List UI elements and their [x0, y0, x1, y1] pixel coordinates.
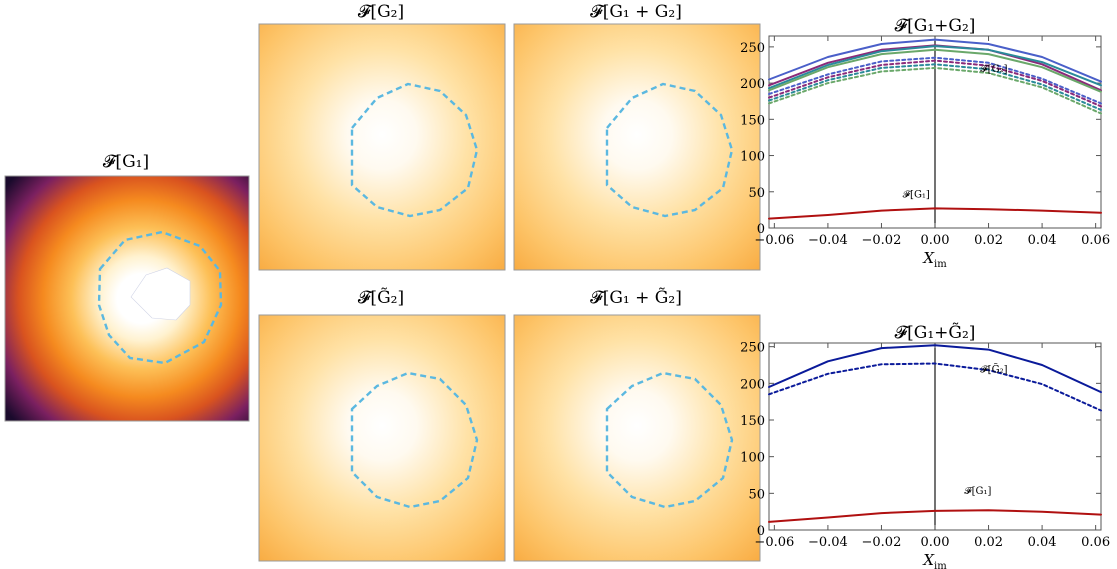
line-chart-top: 𝓕[G₁+G₂] 0 50 100 150 200 250 −0.06 −0.04 −0.02 0.…: [740, 16, 1110, 270]
panel-title-g1g2-tilde: 𝓕[G₁ + G̃₂]: [590, 288, 682, 308]
panel-g1g2-tilde: 𝓕[G₁ + G̃₂]: [513, 288, 761, 562]
x-tick-label: −0.06: [754, 233, 794, 248]
x-tick-label: 0.06: [1081, 535, 1110, 550]
heatmap-g2: [259, 24, 505, 270]
y-tick-label: 0: [757, 222, 765, 237]
panel-title-g1g2: 𝓕[G₁ + G₂]: [590, 2, 682, 22]
frame-g2-tilde: [258, 314, 506, 562]
x-tick-label: 0.06: [1081, 233, 1110, 248]
x-tick-label: −0.04: [808, 233, 848, 248]
x-axis-label: Xim: [922, 249, 947, 270]
series-line: [768, 56, 1102, 105]
y-tick-label: 100: [740, 150, 765, 165]
y-tick-label: 100: [740, 451, 765, 466]
x-tick-label: 0.00: [921, 233, 950, 248]
x-tick-label: 0.04: [1028, 233, 1057, 248]
chart-title: 𝓕[G₁+G₂]: [895, 16, 976, 36]
y-tick-label: 150: [740, 113, 765, 128]
x-tick-label: −0.02: [862, 233, 902, 248]
panel-g2: 𝓕[G₂]: [258, 2, 506, 271]
y-tick-label: 200: [740, 77, 765, 92]
annotation-label: 𝓕[G₁]: [903, 190, 930, 201]
x-tick-label: 0.04: [1028, 535, 1057, 550]
panel-title-g1: 𝓕[G₁]: [103, 152, 149, 172]
frame-g1g2: [513, 23, 761, 271]
series-line: [768, 63, 1102, 111]
x-tick-label: 0.02: [974, 535, 1003, 550]
series-line: [768, 207, 1102, 220]
chart-title: 𝓕[G₁+G̃₂]: [895, 323, 976, 343]
y-tick-label: 0: [757, 524, 765, 539]
frame-g2: [258, 23, 506, 271]
y-tick-label: 150: [740, 414, 765, 429]
y-tick-label: 250: [740, 41, 765, 56]
y-tick-label: 200: [740, 377, 765, 392]
series-line: [768, 38, 1102, 83]
series-line: [768, 59, 1102, 108]
contour-g2-tilde: [350, 371, 479, 509]
panel-title-g2-tilde: 𝓕[G̃₂]: [358, 288, 404, 308]
series-line: [768, 509, 1102, 523]
x-tick-label: −0.06: [754, 535, 794, 550]
annotation-label: 𝓕[G₂]: [980, 64, 1007, 75]
y-tick-label: 50: [748, 186, 765, 201]
x-tick-label: −0.04: [808, 535, 848, 550]
panel-g1: 𝓕[G₁]: [4, 152, 250, 422]
contour-g1g2-tilde: [605, 371, 734, 509]
heatmap-g1g2-tilde: [514, 315, 760, 561]
frame-g1: [4, 175, 250, 422]
panel-title-g2: 𝓕[G₂]: [358, 2, 404, 22]
x-tick-label: 0.00: [921, 535, 950, 550]
contour-g1: [97, 230, 223, 365]
annotation-label: 𝓕[G̃₂]: [980, 364, 1007, 376]
series-line: [768, 45, 1102, 90]
line-chart-bottom: 𝓕[G₁+G̃₂] 0 50 100 150 200 250 −0.06 −0.04 −0.02 0…: [740, 323, 1110, 569]
panel-g2-tilde: 𝓕[G̃₂]: [258, 288, 506, 562]
frame-g1g2-tilde: [513, 314, 761, 562]
series-line: [768, 48, 1102, 93]
saturated-region: [130, 267, 191, 321]
x-tick-label: 0.02: [974, 233, 1003, 248]
annotation-label: 𝓕[G₁]: [964, 486, 991, 497]
contour-g1g2: [605, 82, 734, 218]
contour-g2: [350, 82, 479, 218]
heatmap-g1: [5, 176, 249, 421]
heatmap-g1g2: [514, 24, 760, 270]
x-tick-label: −0.02: [862, 535, 902, 550]
series-line: [768, 362, 1102, 412]
y-tick-label: 50: [748, 487, 765, 502]
series-line: [768, 66, 1102, 115]
y-tick-label: 250: [740, 341, 765, 356]
x-axis-label: Xim: [922, 551, 947, 569]
heatmap-g2-tilde: [259, 315, 505, 561]
series-line: [768, 344, 1102, 394]
panel-g1g2: 𝓕[G₁ + G₂]: [513, 2, 761, 271]
